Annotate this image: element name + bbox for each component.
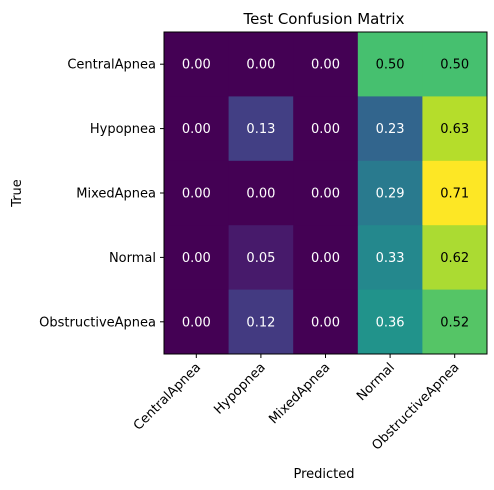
cell-value-label: 0.00 <box>311 122 340 137</box>
cell-value-label: 0.00 <box>182 251 211 266</box>
y-axis-title: True <box>10 179 25 208</box>
cell-value-label: 0.23 <box>376 122 405 137</box>
y-tick-label: MixedApnea <box>76 187 156 202</box>
cell-value-label: 0.63 <box>440 122 469 137</box>
cell-value-label: 0.36 <box>376 315 405 330</box>
cell-value-label: 0.00 <box>182 122 211 137</box>
cell-value-label: 0.00 <box>311 315 340 330</box>
x-axis-title: Predicted <box>293 467 354 482</box>
cell-value-label: 0.00 <box>182 187 211 202</box>
y-tick-label: Normal <box>109 251 156 266</box>
cell-value-label: 0.00 <box>182 315 211 330</box>
cell-value-label: 0.50 <box>376 58 405 73</box>
y-tick-label: Hypopnea <box>90 122 156 137</box>
cell-value-label: 0.50 <box>440 58 469 73</box>
x-tick-label: CentralApnea <box>131 360 204 433</box>
x-tick-label: Hypopnea <box>211 360 268 417</box>
cell-value-label: 0.71 <box>440 187 469 202</box>
cell-value-label: 0.12 <box>246 315 275 330</box>
y-tick-label: CentralApnea <box>67 58 156 73</box>
cell-value-label: 0.00 <box>311 251 340 266</box>
cell-value-label: 0.00 <box>246 187 275 202</box>
cell-value-label: 0.00 <box>311 187 340 202</box>
y-axis-ticks: CentralApnea Hypopnea MixedApnea Normal Obst… <box>39 58 164 331</box>
y-tick-label: ObstructiveApnea <box>39 315 156 330</box>
cell-value-label: 0.33 <box>376 251 405 266</box>
cell-value-label: 0.00 <box>182 58 211 73</box>
cell-value-label: 0.52 <box>440 315 469 330</box>
cell-value-label: 0.00 <box>311 58 340 73</box>
chart-title: Test Confusion Matrix <box>243 10 405 28</box>
x-tick-label: MixedApnea <box>266 360 333 427</box>
cell-value-label: 0.00 <box>246 58 275 73</box>
cell-value-label: 0.05 <box>246 251 275 266</box>
cell-value-label: 0.13 <box>246 122 275 137</box>
x-tick-label: Normal <box>354 360 398 404</box>
cell-value-label: 0.29 <box>376 187 405 202</box>
cell-value-label: 0.62 <box>440 251 469 266</box>
